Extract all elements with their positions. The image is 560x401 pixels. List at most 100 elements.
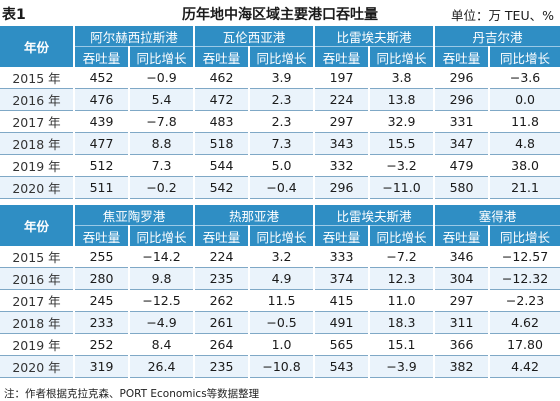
growth-cell: −7.8 xyxy=(129,110,196,133)
throughput-cell: 477 xyxy=(74,132,130,155)
throughput-cell: 262 xyxy=(194,289,251,312)
growth-cell: −0.4 xyxy=(249,176,316,199)
growth-cell: 17.80 xyxy=(489,333,560,356)
table-row: 2018 年 233 −4.9 261 −0.5 491 18.3 311 4.62 xyxy=(0,311,560,334)
table-row: 2016 年 476 5.4 472 2.3 224 13.8 296 0.0 xyxy=(0,88,560,111)
growth-cell: 8.4 xyxy=(129,333,196,356)
throughput-cell: 252 xyxy=(74,333,130,356)
throughput-cell: 343 xyxy=(314,132,371,155)
throughput-cell: 382 xyxy=(434,355,491,378)
throughput-cell: 580 xyxy=(434,176,491,199)
growth-cell: 4.9 xyxy=(249,267,316,290)
growth-cell: 32.9 xyxy=(369,110,436,133)
throughput-cell: 512 xyxy=(74,154,130,177)
port-name: 比雷埃夫斯港 xyxy=(314,26,436,47)
growth-cell: 18.3 xyxy=(369,311,436,334)
table-row: 2017 年 245 −12.5 262 11.5 415 11.0 297 −2.23 xyxy=(0,289,560,312)
growth-header: 同比增长 xyxy=(489,225,560,246)
growth-cell: −4.9 xyxy=(129,311,196,334)
throughput-cell: 366 xyxy=(434,333,491,356)
growth-cell: −3.2 xyxy=(369,154,436,177)
growth-cell: 38.0 xyxy=(489,154,560,177)
throughput-header: 吞吐量 xyxy=(74,46,130,67)
year-cell: 2020 年 xyxy=(0,176,75,199)
growth-cell: 11.5 xyxy=(249,289,316,312)
port-header-row: 年份 焦亚陶罗港 热那亚港 比雷埃夫斯港 塞得港 xyxy=(0,205,560,246)
growth-cell: −11.0 xyxy=(369,176,436,199)
footnote: 注：作者根据克拉克森、PORT Economics等数据整理 xyxy=(4,388,260,400)
throughput-cell: 511 xyxy=(74,176,130,199)
growth-cell: −0.5 xyxy=(249,311,316,334)
growth-cell: −12.5 xyxy=(129,289,196,312)
throughput-cell: 311 xyxy=(434,311,491,334)
table-row: 2017 年 439 −7.8 483 2.3 297 32.9 331 11.8 xyxy=(0,110,560,133)
growth-cell: 4.62 xyxy=(489,311,560,334)
throughput-cell: 333 xyxy=(314,246,371,268)
throughput-cell: 332 xyxy=(314,154,371,177)
port-throughput-table-1: 年份 阿尔赫西拉斯港 瓦伦西亚港 比雷埃夫斯港 丹吉尔港 吞吐量 同比增长 吞吐… xyxy=(0,26,560,199)
throughput-header: 吞吐量 xyxy=(194,46,251,67)
throughput-cell: 518 xyxy=(194,132,251,155)
port-name: 瓦伦西亚港 xyxy=(194,26,316,47)
growth-header: 同比增长 xyxy=(489,46,560,67)
year-cell: 2018 年 xyxy=(0,311,75,334)
year-header: 年份 xyxy=(0,205,75,246)
throughput-cell: 296 xyxy=(314,176,371,199)
throughput-cell: 331 xyxy=(434,110,491,133)
throughput-cell: 543 xyxy=(314,355,371,378)
year-cell: 2015 年 xyxy=(0,67,75,89)
growth-cell: 7.3 xyxy=(129,154,196,177)
year-cell: 2015 年 xyxy=(0,246,75,268)
table-row: 2018 年 477 8.8 518 7.3 343 15.5 347 4.8 xyxy=(0,132,560,155)
throughput-cell: 255 xyxy=(74,246,130,268)
year-cell: 2017 年 xyxy=(0,289,75,312)
growth-cell: 13.8 xyxy=(369,88,436,111)
growth-header: 同比增长 xyxy=(129,46,196,67)
throughput-cell: 544 xyxy=(194,154,251,177)
port-name: 塞得港 xyxy=(434,205,560,226)
table-number: 表1 xyxy=(2,7,26,23)
growth-cell: −2.23 xyxy=(489,289,560,312)
port-name: 焦亚陶罗港 xyxy=(74,205,196,226)
growth-cell: −12.32 xyxy=(489,267,560,290)
throughput-cell: 296 xyxy=(434,88,491,111)
throughput-cell: 452 xyxy=(74,67,130,89)
throughput-cell: 462 xyxy=(194,67,251,89)
throughput-cell: 264 xyxy=(194,333,251,356)
throughput-cell: 197 xyxy=(314,67,371,89)
growth-cell: 7.3 xyxy=(249,132,316,155)
table-row: 2020 年 319 26.4 235 −10.8 543 −3.9 382 4.42 xyxy=(0,355,560,378)
growth-header: 同比增长 xyxy=(249,46,316,67)
growth-cell: 2.3 xyxy=(249,110,316,133)
growth-cell: 26.4 xyxy=(129,355,196,378)
growth-cell: 3.9 xyxy=(249,67,316,89)
port-throughput-table-2: 年份 焦亚陶罗港 热那亚港 比雷埃夫斯港 塞得港 吞吐量 同比增长 吞吐量 同比… xyxy=(0,205,560,378)
growth-cell: 15.5 xyxy=(369,132,436,155)
throughput-cell: 476 xyxy=(74,88,130,111)
throughput-cell: 235 xyxy=(194,355,251,378)
table-row: 2016 年 280 9.8 235 4.9 374 12.3 304 −12.32 xyxy=(0,267,560,290)
port-name: 阿尔赫西拉斯港 xyxy=(74,26,196,47)
throughput-cell: 296 xyxy=(434,67,491,89)
growth-cell: 8.8 xyxy=(129,132,196,155)
growth-cell: 21.1 xyxy=(489,176,560,199)
throughput-cell: 415 xyxy=(314,289,371,312)
growth-cell: −14.2 xyxy=(129,246,196,268)
growth-cell: 5.4 xyxy=(129,88,196,111)
throughput-cell: 233 xyxy=(74,311,130,334)
throughput-cell: 297 xyxy=(314,110,371,133)
year-cell: 2019 年 xyxy=(0,333,75,356)
port-name: 丹吉尔港 xyxy=(434,26,560,47)
growth-header: 同比增长 xyxy=(249,225,316,246)
year-cell: 2020 年 xyxy=(0,355,75,378)
throughput-cell: 245 xyxy=(74,289,130,312)
growth-cell: 11.0 xyxy=(369,289,436,312)
subheader-row: 吞吐量 同比增长 吞吐量 同比增长 吞吐量 同比增长 吞吐量 同比增长 xyxy=(0,46,560,67)
port-header-row: 年份 阿尔赫西拉斯港 瓦伦西亚港 比雷埃夫斯港 丹吉尔港 xyxy=(0,26,560,67)
table-caption: 表1 历年地中海区域主要港口吞吐量 单位：万 TEU、% xyxy=(0,0,560,26)
growth-cell: −0.2 xyxy=(129,176,196,199)
throughput-header: 吞吐量 xyxy=(434,225,491,246)
growth-cell: 1.0 xyxy=(249,333,316,356)
throughput-header: 吞吐量 xyxy=(314,225,371,246)
throughput-cell: 347 xyxy=(434,132,491,155)
